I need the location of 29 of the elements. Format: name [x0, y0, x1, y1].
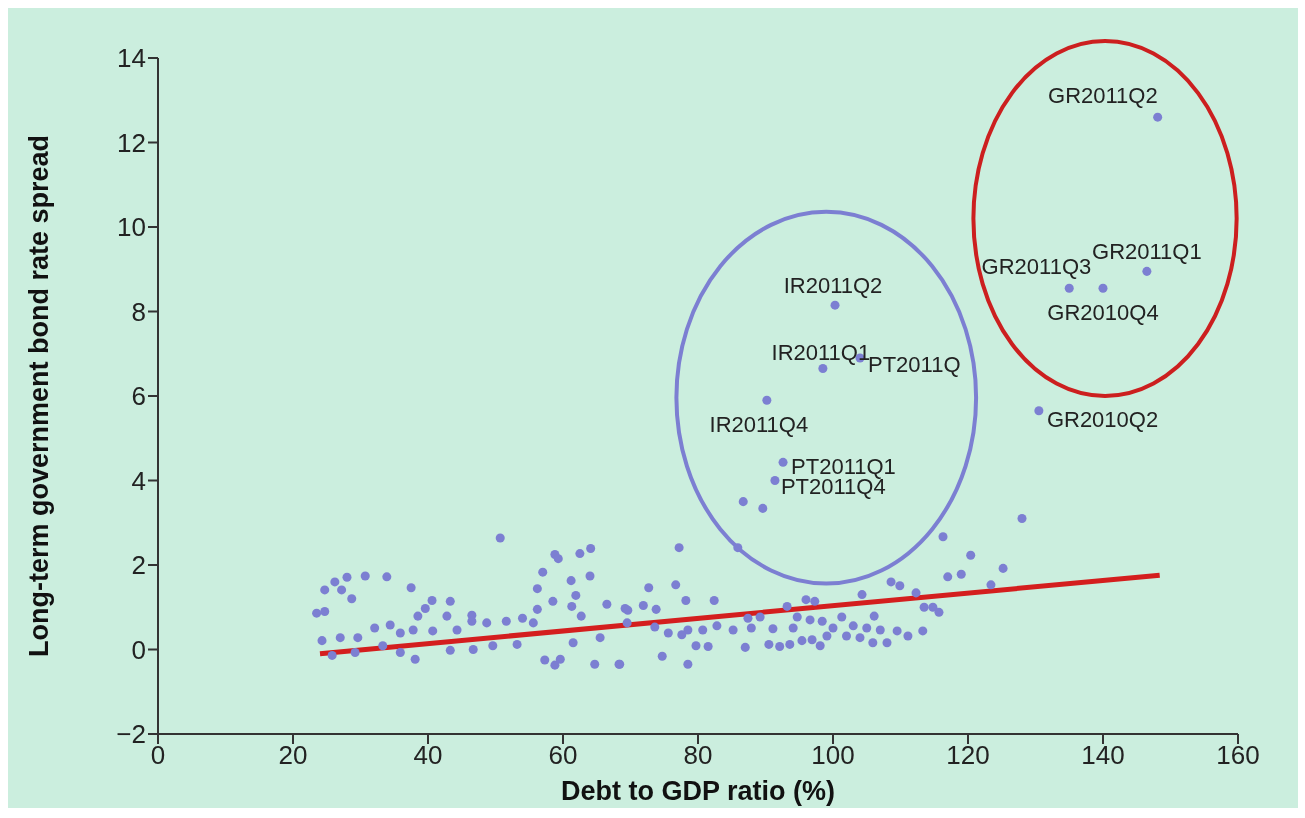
- x-tick-label: 20: [278, 740, 308, 771]
- annotation: GR2011Q3: [981, 254, 1092, 280]
- y-tick-label: 12: [117, 127, 146, 158]
- annotation: IR2011Q4: [709, 412, 809, 438]
- annotation: GR2011Q2: [1048, 82, 1158, 108]
- y-axis-title: Long-term government bond rate spread: [23, 134, 54, 658]
- x-axis-title: Debt to GDP ratio (%): [560, 776, 836, 806]
- y-tick-label: −2: [116, 719, 146, 750]
- y-tick-label: 6: [131, 381, 146, 412]
- annotation: IR2011Q1: [771, 340, 871, 366]
- x-tick-label: 0: [150, 740, 166, 771]
- annotation: PT2011Q: [868, 351, 961, 377]
- x-tick-label: 40: [413, 740, 443, 771]
- x-tick-label: 80: [683, 740, 713, 771]
- annotation: GR2010Q4: [1047, 300, 1159, 326]
- annotation: GR2010Q2: [1046, 406, 1159, 432]
- x-tick-label: 100: [811, 740, 855, 771]
- y-tick-label: 2: [131, 550, 146, 581]
- y-tick-label: 4: [131, 465, 146, 496]
- y-tick-label: 10: [117, 212, 146, 243]
- y-tick-label: 0: [131, 634, 146, 665]
- annotation: GR2011Q1: [1092, 239, 1202, 265]
- annotation: IR2011Q2: [783, 272, 883, 298]
- x-tick-label: 140: [1081, 740, 1125, 771]
- x-tick-label: 120: [946, 740, 990, 771]
- y-tick-label: 8: [131, 296, 146, 327]
- y-tick-label: 14: [117, 43, 146, 74]
- x-tick-label: 160: [1216, 740, 1260, 771]
- x-tick-label: 60: [548, 740, 578, 771]
